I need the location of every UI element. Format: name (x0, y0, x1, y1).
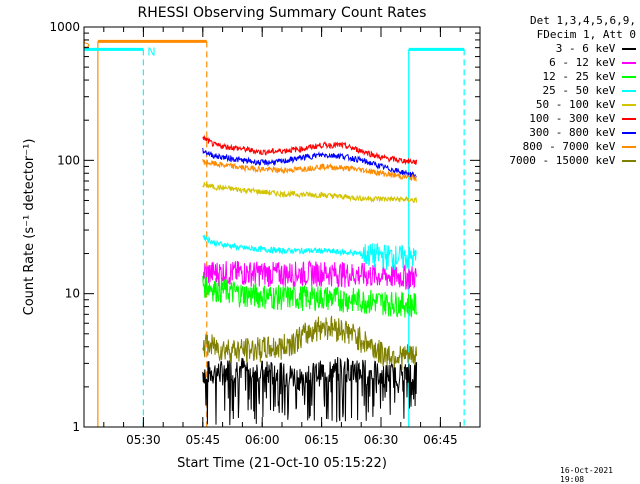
legend-swatch-0 (622, 48, 636, 50)
series-line-0 (202, 356, 418, 426)
series-line-7 (202, 159, 417, 182)
legend-label-6: 300 - 800 keV (529, 126, 622, 139)
legend-header-line-1: Det 1,3,4,5,6,9, (530, 14, 636, 27)
legend: Det 1,3,4,5,6,9, FDecim 1, Att 0 3 - 6 k… (480, 14, 636, 168)
legend-item-2: 12 - 25 keV (480, 70, 636, 84)
x-tick-label-1: 05:45 (186, 433, 221, 447)
legend-swatch-8 (622, 160, 636, 162)
legend-swatch-5 (622, 118, 636, 120)
legend-item-1: 6 - 12 keV (480, 56, 636, 70)
legend-swatch-7 (622, 146, 636, 148)
legend-label-7: 800 - 7000 keV (522, 140, 622, 153)
legend-label-4: 50 - 100 keV (535, 98, 622, 111)
y-tick-label-0: 1 (72, 420, 80, 434)
marker-label-1: N (147, 45, 155, 58)
legend-item-6: 300 - 800 keV (480, 126, 636, 140)
legend-item-0: 3 - 6 keV (480, 42, 636, 56)
chart-title: RHESSI Observing Summary Count Rates (138, 5, 427, 21)
marker-label-0: S (83, 37, 90, 50)
legend-label-8: 7000 - 15000 keV (509, 154, 622, 167)
y-axis-label: Count Rate (s⁻¹ detector⁻¹) (22, 139, 37, 316)
x-tick-label-5: 06:45 (423, 433, 458, 447)
legend-item-4: 50 - 100 keV (480, 98, 636, 112)
series-line-3 (202, 234, 417, 270)
footer-timestamp: 16-Oct-2021 19:08 (560, 466, 613, 484)
legend-label-0: 3 - 6 keV (555, 42, 622, 55)
legend-swatch-3 (622, 90, 636, 92)
legend-item-8: 7000 - 15000 keV (480, 154, 636, 168)
legend-label-5: 100 - 300 keV (529, 112, 622, 125)
legend-swatch-4 (622, 104, 636, 106)
legend-item-5: 100 - 300 keV (480, 112, 636, 126)
x-tick-label-4: 06:30 (364, 433, 399, 447)
series-line-8 (202, 315, 418, 371)
axis-ticks: 1 10 100 1000 05:30 05:45 06:00 06:15 06:30 06:45 (49, 20, 481, 447)
observing-interval-markers: SN (83, 37, 465, 427)
series-line-1 (202, 260, 418, 290)
legend-swatch-6 (622, 132, 636, 134)
x-tick-label-3: 06:15 (304, 433, 339, 447)
x-tick-label-0: 05:30 (126, 433, 161, 447)
legend-label-2: 12 - 25 keV (542, 70, 622, 83)
legend-item-3: 25 - 50 keV (480, 84, 636, 98)
x-tick-label-2: 06:00 (245, 433, 280, 447)
legend-label-3: 25 - 50 keV (542, 84, 622, 97)
legend-swatch-2 (622, 76, 636, 78)
legend-header-line-2: FDecim 1, Att 0 (536, 28, 636, 41)
y-tick-label-3: 1000 (49, 20, 80, 34)
series-line-2 (202, 272, 418, 318)
series-line-6 (202, 147, 417, 179)
series-line-4 (202, 181, 418, 204)
y-tick-label-2: 100 (57, 153, 80, 167)
y-tick-label-1: 10 (65, 287, 80, 301)
series-line-5 (202, 134, 418, 166)
legend-swatch-1 (622, 62, 636, 64)
legend-item-7: 800 - 7000 keV (480, 140, 636, 154)
x-axis-label: Start Time (21-Oct-10 05:15:22) (177, 456, 387, 471)
legend-label-1: 6 - 12 keV (549, 56, 622, 69)
series-lines (202, 134, 418, 426)
